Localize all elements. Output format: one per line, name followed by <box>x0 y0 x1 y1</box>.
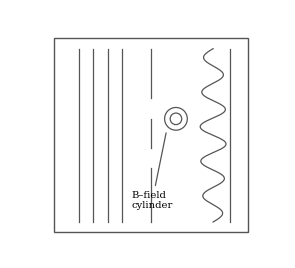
Text: B–field
cylinder: B–field cylinder <box>132 133 173 210</box>
